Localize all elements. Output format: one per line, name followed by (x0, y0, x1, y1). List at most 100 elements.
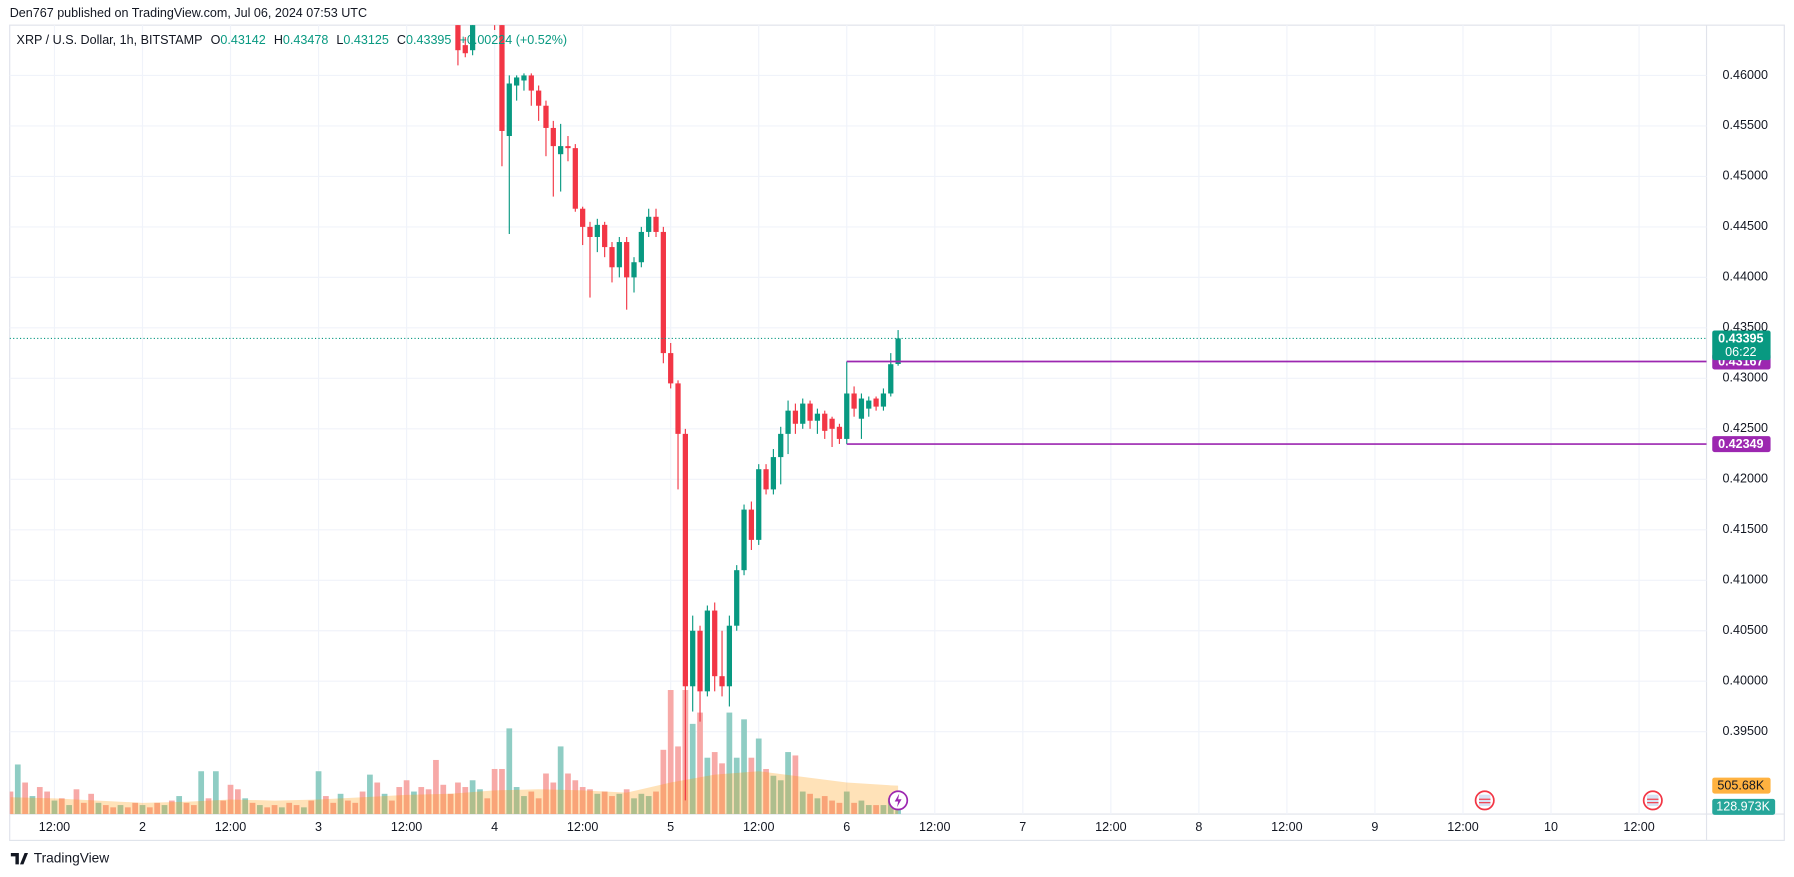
volume-bar (212, 771, 219, 815)
candle-body (638, 231, 644, 263)
volume-bar (308, 800, 315, 815)
candle-body (880, 393, 887, 407)
volume-bar (689, 723, 696, 815)
candle-body (536, 90, 542, 106)
volume-bar (418, 787, 425, 815)
volume-bar (594, 793, 601, 815)
candle-body (888, 364, 894, 394)
candle-body (646, 216, 652, 232)
candle-body (866, 400, 872, 409)
candle-body (895, 338, 901, 365)
candle-body (719, 676, 725, 687)
volume-bar (110, 807, 117, 815)
candle-body (822, 413, 828, 431)
volume-bar (51, 800, 58, 815)
volume-bar (667, 690, 674, 815)
candle-body (785, 410, 791, 434)
volume-bar (719, 763, 725, 815)
ohlc-label: L (336, 33, 343, 47)
candle-body (506, 83, 512, 137)
volume-bar (146, 807, 153, 815)
volume-bar (623, 789, 630, 815)
volume-bar (132, 802, 139, 815)
volume-bar (36, 787, 43, 815)
volume-bar (777, 780, 784, 815)
last-volume-label: 128.973K (1716, 800, 1770, 814)
candle-body (616, 242, 622, 268)
candle-body (550, 127, 556, 147)
volume-bar (895, 806, 901, 815)
volume-bar (755, 738, 762, 815)
x-tick-label: 12:00 (567, 820, 598, 834)
candle-body (587, 226, 593, 237)
y-tick-label: 0.45000 (1723, 169, 1768, 183)
candle-body (792, 410, 799, 424)
x-tick-label: 8 (1195, 820, 1202, 834)
volume-bar (653, 791, 659, 815)
brand-logo (10, 852, 29, 865)
candle-body (836, 426, 843, 439)
volume-bar (748, 757, 755, 815)
volume-bar (330, 802, 337, 815)
y-tick-label: 0.45500 (1723, 118, 1768, 132)
candle-body (748, 509, 755, 540)
volume-ma-area (10, 771, 899, 815)
ohlc-value: 0.43125 (343, 33, 388, 47)
y-tick-label: 0.41500 (1723, 522, 1768, 536)
volume-bar (814, 798, 821, 815)
y-tick-label: 0.42500 (1723, 421, 1768, 435)
ohlc-value: 0.43478 (283, 33, 328, 47)
volume-bar (528, 791, 535, 815)
candle-body (477, 0, 482, 20)
volume-bar (95, 802, 102, 815)
volume-bar (190, 805, 197, 815)
volume-bar (352, 802, 359, 815)
volume-bar (704, 757, 711, 815)
alert-icon[interactable] (888, 790, 909, 811)
candle-body (499, 25, 505, 131)
ohlc-value: 0.43142 (220, 33, 265, 47)
candle-body (858, 398, 865, 419)
ohlc-label: O (211, 33, 221, 47)
volume-bar (264, 807, 271, 815)
volume-bar (286, 802, 293, 815)
volume-bar (763, 768, 769, 815)
volume-bar (799, 791, 806, 815)
candle-body (770, 457, 777, 490)
volume-bar (176, 796, 183, 815)
y-tick-label: 0.40500 (1723, 623, 1768, 637)
brand[interactable]: TradingView (10, 850, 110, 865)
volume-bar (9, 791, 14, 815)
candle-body (814, 413, 821, 421)
legend-header: XRP / U.S. Dollar, 1h, BITSTAMP O0.43142… (17, 33, 567, 47)
volume-bar (521, 796, 527, 815)
volume-bar (462, 787, 469, 815)
candle-body (675, 383, 681, 434)
candle-body (485, 0, 490, 10)
candle-body (712, 610, 718, 677)
candle-body (521, 75, 527, 81)
candle-body (462, 45, 468, 54)
x-tick-label: 12:00 (919, 820, 950, 834)
volume-bar (29, 796, 36, 815)
volume-bar (293, 805, 300, 815)
event-flag[interactable] (1642, 790, 1663, 811)
volume-bar (345, 800, 351, 815)
brand-name[interactable]: TradingView (34, 850, 110, 865)
volume-bar (601, 791, 608, 815)
volume-bar (858, 800, 865, 815)
volume-bar (609, 796, 615, 815)
volume-bar (572, 780, 579, 815)
volume-bar (58, 798, 65, 815)
x-tick-label: 9 (1371, 820, 1378, 834)
ohlc-value: 0.43395 (406, 33, 451, 47)
volume-bar (124, 807, 131, 815)
y-tick-label: 0.40000 (1723, 674, 1768, 688)
y-tick-label: 0.44500 (1723, 219, 1768, 233)
event-flag[interactable] (1474, 790, 1495, 811)
volume-bar (102, 805, 109, 815)
y-tick-label: 0.43000 (1723, 371, 1768, 385)
volume-bar (484, 798, 491, 815)
volume-bar (227, 784, 234, 815)
candle-body (778, 433, 784, 458)
